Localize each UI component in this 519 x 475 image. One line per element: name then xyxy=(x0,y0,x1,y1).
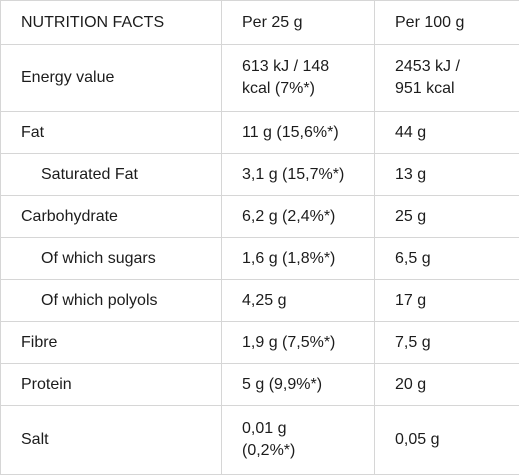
per-100g-value: 13 g xyxy=(375,154,519,196)
table-row: Carbohydrate 6,2 g (2,4%*) 25 g xyxy=(1,196,519,238)
nutrient-name: Carbohydrate xyxy=(1,196,222,238)
per-25g-value: 0,01 g (0,2%*) xyxy=(222,406,375,475)
nutrient-name: Saturated Fat xyxy=(1,154,222,196)
nutrient-name: Of which sugars xyxy=(1,238,222,280)
per-100g-value: 25 g xyxy=(375,196,519,238)
table-row: Of which sugars 1,6 g (1,8%*) 6,5 g xyxy=(1,238,519,280)
table-row: Of which polyols 4,25 g 17 g xyxy=(1,280,519,322)
nutrient-name: Energy value xyxy=(1,45,222,112)
per-25g-value: 1,6 g (1,8%*) xyxy=(222,238,375,280)
table-row: Protein 5 g (9,9%*) 20 g xyxy=(1,364,519,406)
header-per-25g: Per 25 g xyxy=(222,1,375,45)
table-row: Fibre 1,9 g (7,5%*) 7,5 g xyxy=(1,322,519,364)
per-25g-value: 5 g (9,9%*) xyxy=(222,364,375,406)
table-row: Energy value 613 kJ / 148 kcal (7%*) 245… xyxy=(1,45,519,112)
per-25g-value: 1,9 g (7,5%*) xyxy=(222,322,375,364)
per-100g-value: 20 g xyxy=(375,364,519,406)
per-100g-text: 2453 kJ / 951 kcal xyxy=(395,56,485,100)
table-header-row: NUTRITION FACTS Per 25 g Per 100 g xyxy=(1,1,519,45)
per-25g-text: 613 kJ / 148 kcal (7%*) xyxy=(242,56,354,100)
per-100g-value: 17 g xyxy=(375,280,519,322)
table-row: Fat 11 g (15,6%*) 44 g xyxy=(1,112,519,154)
nutrient-name: Fibre xyxy=(1,322,222,364)
per-100g-value: 0,05 g xyxy=(375,406,519,475)
per-25g-value: 4,25 g xyxy=(222,280,375,322)
header-nutrition-facts: NUTRITION FACTS xyxy=(1,1,222,45)
per-25g-value: 3,1 g (15,7%*) xyxy=(222,154,375,196)
per-100g-value: 6,5 g xyxy=(375,238,519,280)
per-100g-value: 7,5 g xyxy=(375,322,519,364)
nutrient-name: Of which polyols xyxy=(1,280,222,322)
per-25g-value: 11 g (15,6%*) xyxy=(222,112,375,154)
nutrient-name: Protein xyxy=(1,364,222,406)
table-row: Saturated Fat 3,1 g (15,7%*) 13 g xyxy=(1,154,519,196)
per-25g-value: 613 kJ / 148 kcal (7%*) xyxy=(222,45,375,112)
per-25g-value: 6,2 g (2,4%*) xyxy=(222,196,375,238)
header-per-100g: Per 100 g xyxy=(375,1,519,45)
per-25g-text: 0,01 g (0,2%*) xyxy=(242,418,322,462)
nutrient-name: Salt xyxy=(1,406,222,475)
table-row: Salt 0,01 g (0,2%*) 0,05 g xyxy=(1,406,519,475)
per-100g-value: 44 g xyxy=(375,112,519,154)
nutrient-name: Fat xyxy=(1,112,222,154)
per-100g-value: 2453 kJ / 951 kcal xyxy=(375,45,519,112)
